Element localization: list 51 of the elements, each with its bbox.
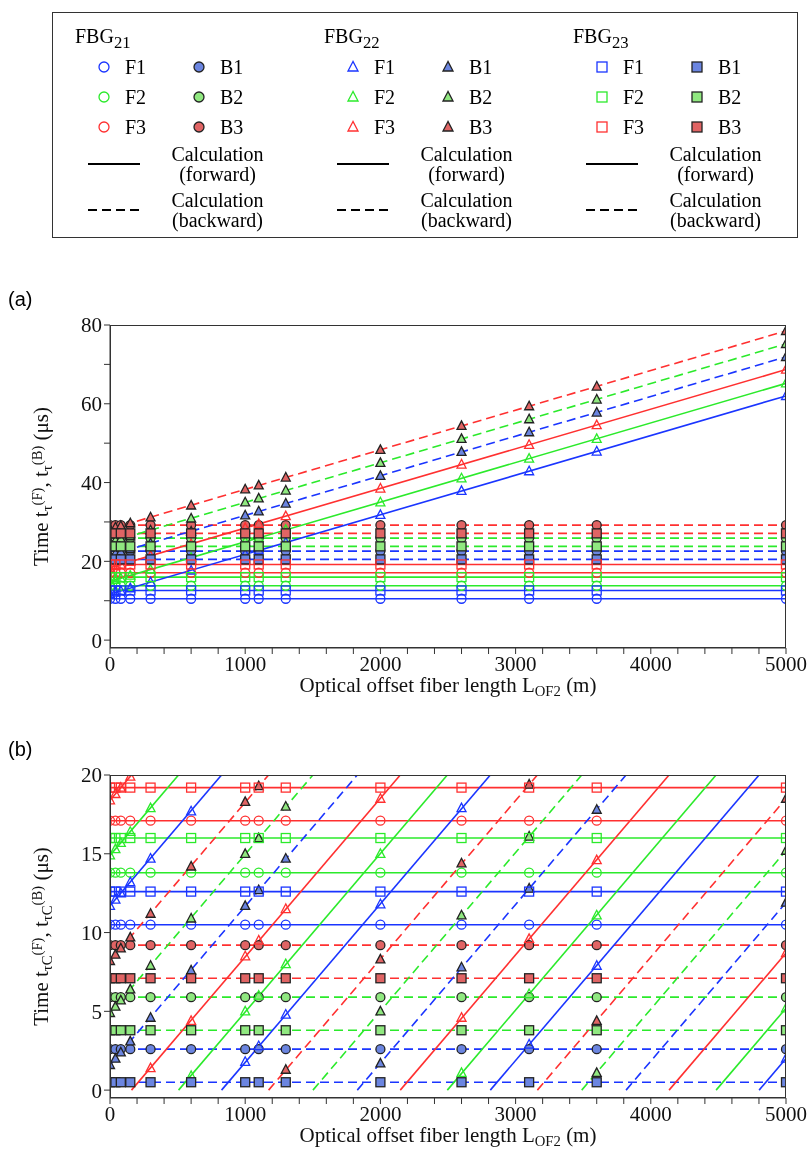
legend-label: B3 — [718, 115, 742, 139]
legend-label: F3 — [374, 115, 396, 139]
legend-label: B1 — [469, 55, 493, 79]
legend-label: Calculation (backward) — [170, 189, 265, 231]
text: FBG$_{21}$ — [75, 25, 131, 52]
x-tick-label: 2000 — [359, 651, 402, 676]
y-tick-label: 20 — [81, 763, 102, 788]
text: FBG$_{23}$ — [573, 25, 629, 52]
legend-label: F1 — [623, 55, 645, 79]
x-axis-title: Optical offset fiber length L$_{OF2}$ (m) — [299, 1123, 597, 1149]
y-tick-label: 20 — [81, 549, 102, 574]
x-axis-title: Optical offset fiber length L$_{OF2}$ (m) — [299, 673, 597, 699]
legend-label: F1 — [125, 55, 147, 79]
text: FBG$_{22}$ — [324, 25, 380, 52]
legend-label: B3 — [220, 115, 244, 139]
x-tick-label: 4000 — [629, 651, 672, 676]
x-tick-label: 5000 — [765, 1101, 807, 1126]
x-tick-label: 1000 — [224, 1101, 267, 1126]
chart-title: (b) — [8, 738, 33, 761]
legend-label: Calculation (forward) — [170, 143, 265, 185]
legend-label: B2 — [469, 85, 493, 109]
x-tick-label: 3000 — [494, 651, 537, 676]
chart-title: (a) — [8, 288, 33, 311]
legend-label: Calculation (forward) — [419, 143, 514, 185]
x-tick-label: 1000 — [224, 651, 267, 676]
legend-label: Calculation (backward) — [668, 189, 763, 231]
x-tick-label: 2000 — [359, 1101, 402, 1126]
legend-label: F1 — [374, 55, 396, 79]
y-tick-label: 5 — [91, 999, 102, 1024]
y-tick-label: 0 — [91, 628, 102, 653]
y-tick-label: 0 — [91, 1078, 102, 1103]
y-tick-label: 40 — [81, 471, 102, 496]
legend-label: Calculation (backward) — [419, 189, 514, 231]
legend-label: F3 — [623, 115, 645, 139]
x-tick-label: 4000 — [629, 1101, 672, 1126]
legend-label: B1 — [220, 55, 244, 79]
legend-label: F3 — [125, 115, 147, 139]
legend-label: F2 — [125, 85, 147, 109]
legend-label: B1 — [718, 55, 742, 79]
y-tick-label: 60 — [81, 392, 102, 417]
legend-label: F2 — [374, 85, 396, 109]
legend-label: F2 — [623, 85, 645, 109]
x-tick-label: 3000 — [494, 1101, 537, 1126]
legend-label: B2 — [718, 85, 742, 109]
y-tick-label: 15 — [81, 842, 102, 867]
legend-label: Calculation (forward) — [668, 143, 763, 185]
x-tick-label: 5000 — [765, 651, 807, 676]
y-tick-label: 10 — [81, 921, 102, 946]
legend-label: B3 — [469, 115, 493, 139]
y-tick-label: 80 — [81, 313, 102, 338]
legend-label: B2 — [220, 85, 244, 109]
